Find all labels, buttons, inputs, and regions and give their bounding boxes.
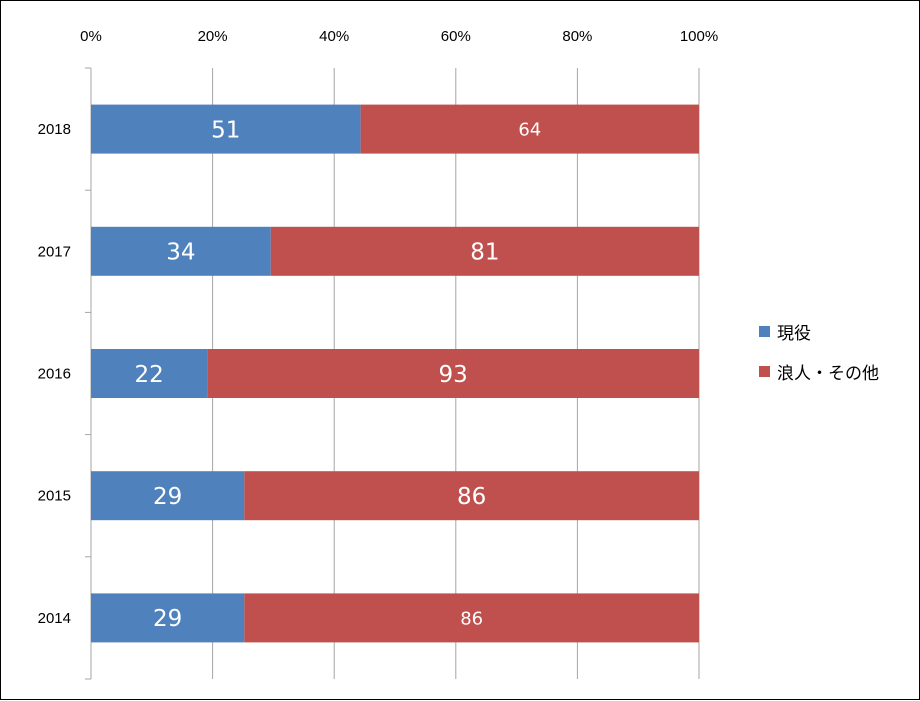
category-label-2014: 2014 [38,610,71,627]
x-tick-label-4: 80% [562,28,592,45]
data-label-2014-series-0: 29 [153,606,182,632]
x-tick-label-1: 20% [198,28,228,45]
x-tick-label-2: 40% [319,28,349,45]
x-tick-label-0: 0% [80,28,102,45]
bar-2016-series-1 [207,349,699,398]
data-label-2016-series-1: 93 [439,362,468,388]
data-label-2017-series-1: 81 [470,240,499,266]
data-label-2017-series-0: 34 [166,240,195,266]
legend: 現役 浪人・その他 [759,319,879,399]
legend-label-series-0: 現役 [777,323,811,344]
category-label-2018: 2018 [38,121,71,138]
bar-2018-series-0 [91,104,361,154]
bar-2016-series-0 [91,349,208,398]
bar-2015-series-1 [244,471,700,521]
category-label-2016: 2016 [38,366,71,383]
bar-2018-series-1 [360,104,699,154]
data-label-2014-series-1: 86 [460,608,483,629]
bar-2017-series-0 [91,226,271,276]
category-label-2017: 2017 [38,243,71,260]
data-label-2018-series-0: 51 [211,117,240,143]
data-label-2018-series-1: 64 [518,120,541,141]
data-label-2015-series-1: 86 [457,484,486,510]
category-label-2015: 2015 [38,488,71,505]
bar-2017-series-1 [270,226,699,276]
x-tick-label-3: 60% [441,28,471,45]
legend-swatch-series-1 [759,365,770,377]
data-label-2016-series-0: 22 [135,362,164,388]
legend-item-series-0: 現役 [759,319,879,344]
bar-2015-series-0 [91,471,245,521]
legend-item-series-1: 浪人・その他 [759,359,879,384]
legend-swatch-series-0 [759,325,770,337]
x-tick-label-5: 100% [680,28,718,45]
data-label-2015-series-0: 29 [153,484,182,510]
legend-label-series-1: 浪人・その他 [777,363,879,384]
bar-2014-series-1 [244,593,700,643]
bar-2014-series-0 [91,593,245,643]
